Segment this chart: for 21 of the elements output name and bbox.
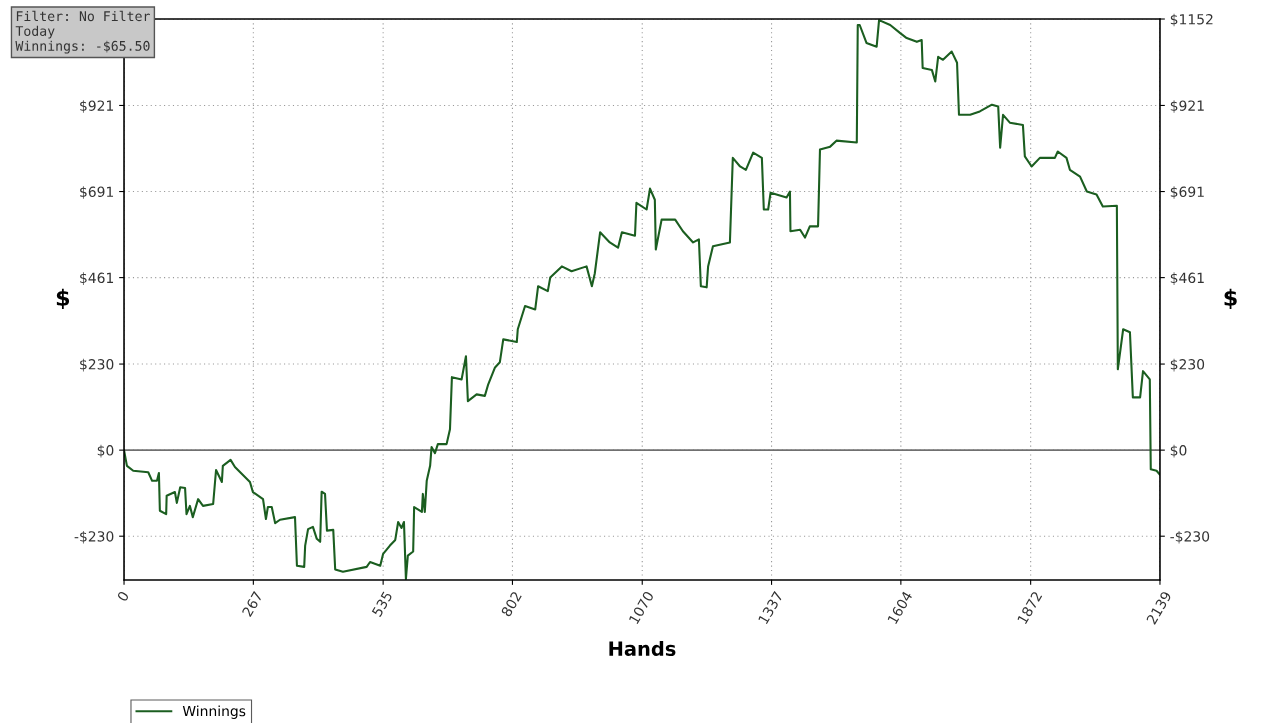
y2-tick-label: $0	[1170, 444, 1187, 458]
x-axis-title: Hands	[609, 640, 676, 656]
y-axis-title: $	[56, 288, 70, 309]
y-tick-label: $691	[80, 186, 114, 199]
y-tick-label: $230	[80, 358, 114, 372]
y2-tick-label: $230	[1170, 358, 1205, 372]
y2-tick-label: -$230	[1170, 530, 1210, 544]
text: Today	[15, 25, 55, 39]
annotation: Winnings: -$65.50	[15, 40, 150, 54]
x-tick-label: 0	[116, 590, 130, 602]
y-tick-label: $461	[80, 272, 114, 285]
legend-label: Winnings	[182, 705, 246, 719]
y-tick-label: $0	[97, 444, 114, 458]
y2-axis-title: $	[1224, 288, 1237, 309]
y2-tick-label: $691	[1170, 186, 1204, 199]
annotation: Filter: No Filter	[16, 10, 150, 22]
y2-tick-label: $921	[1170, 100, 1204, 113]
y-tick-label: $921	[80, 100, 114, 113]
y2-tick-label: $1152	[1170, 13, 1213, 27]
y2-tick-label: $461	[1170, 272, 1204, 285]
y-tick-label: -$230	[74, 530, 114, 544]
